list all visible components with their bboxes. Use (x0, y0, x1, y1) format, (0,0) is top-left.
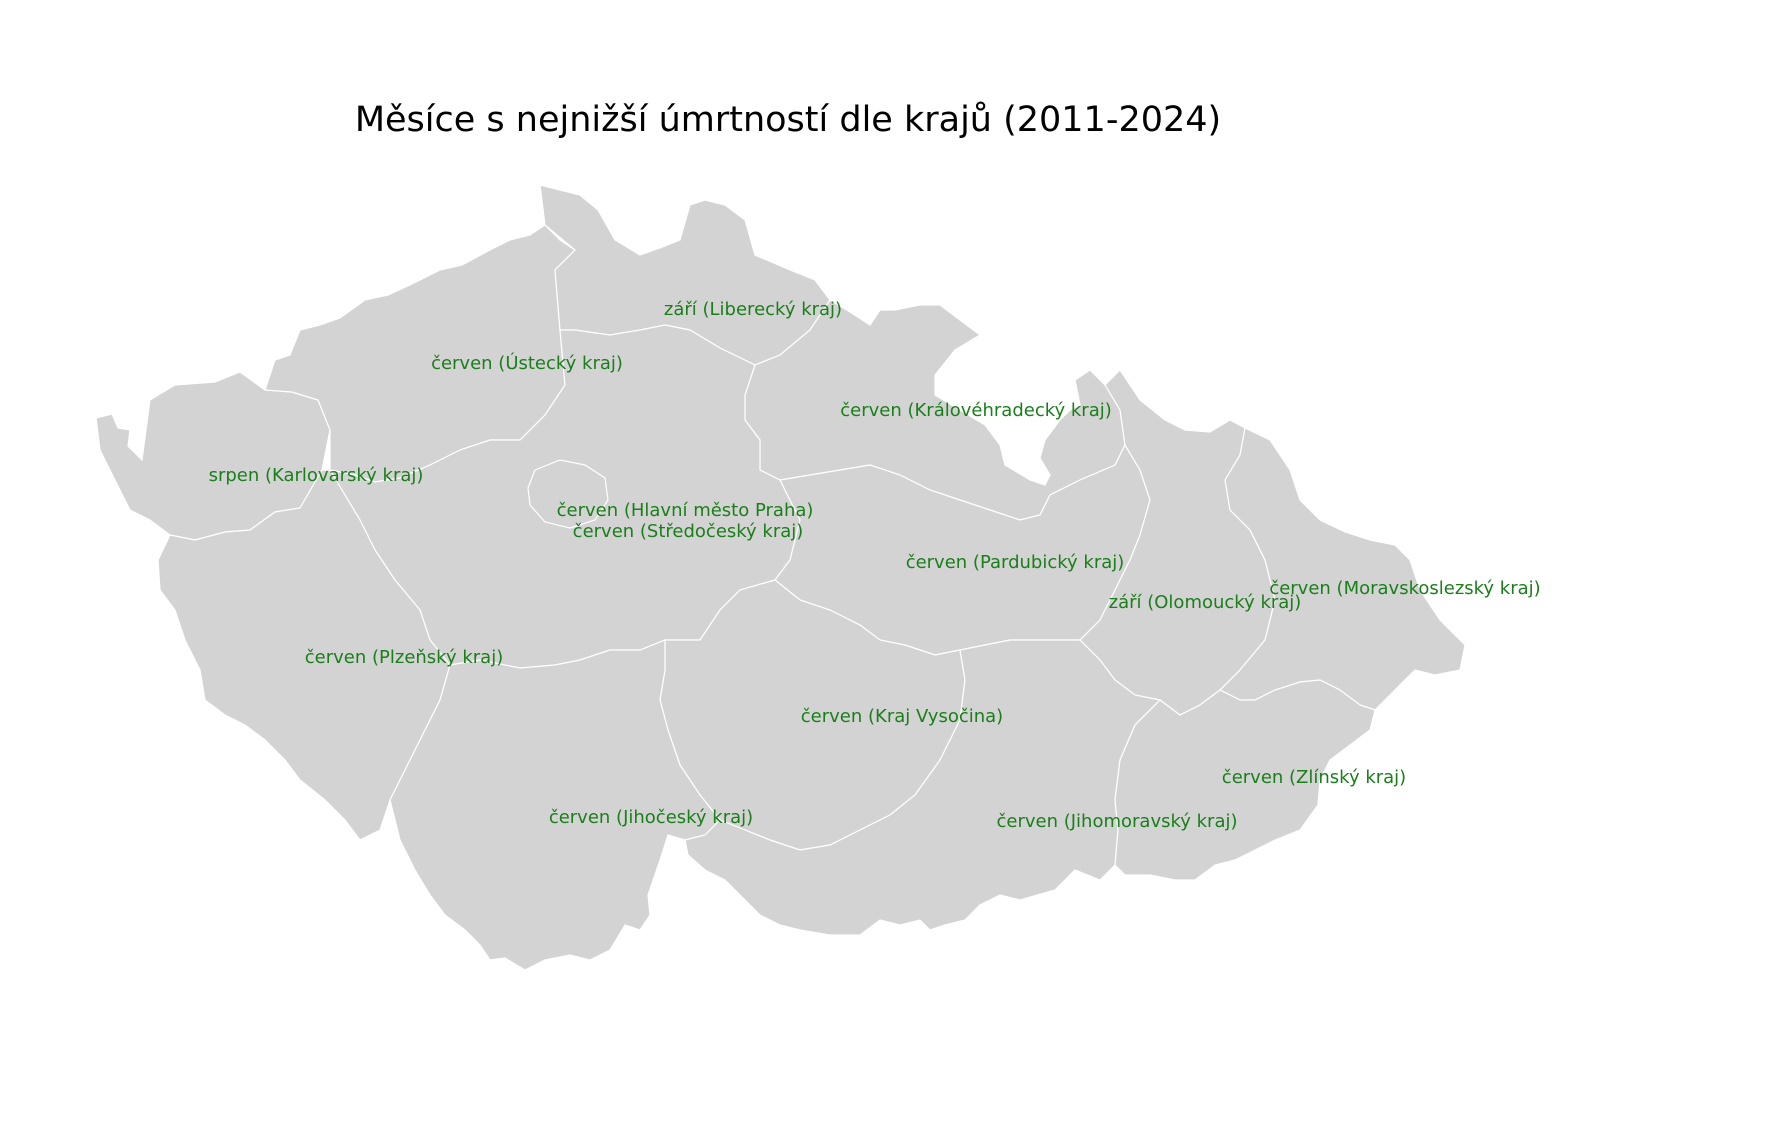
label-karlovarsky: srpen (Karlovarský kraj) (209, 465, 424, 486)
label-zlinsky: červen (Zlínský kraj) (1222, 767, 1406, 788)
labels-layer: srpen (Karlovarský kraj) červen (Ústecký… (209, 299, 1541, 832)
label-praha: červen (Hlavní město Praha) (557, 500, 814, 521)
label-olomoucky: září (Olomoucký kraj) (1109, 592, 1302, 613)
regions-layer (95, 184, 1466, 971)
region-zlinsky[interactable] (1114, 679, 1376, 881)
label-jihomoravsky: červen (Jihomoravský kraj) (996, 811, 1237, 832)
region-jihocesky[interactable] (389, 639, 721, 971)
label-stredocesky: červen (Středočeský kraj) (573, 521, 804, 542)
label-vysocina: červen (Kraj Vysočina) (801, 706, 1003, 727)
map-title: Měsíce s nejnižší úmrtností dle krajů (2… (354, 100, 1222, 140)
label-kralovehradecky: červen (Královéhradecký kraj) (840, 400, 1112, 421)
label-jihocesky: červen (Jihočeský kraj) (549, 807, 753, 828)
label-ustecky: červen (Ústecký kraj) (431, 352, 623, 374)
region-praha[interactable] (527, 459, 609, 529)
label-moravskoslezsky: červen (Moravskoslezský kraj) (1269, 578, 1540, 599)
label-liberecky: září (Liberecký kraj) (664, 299, 842, 320)
label-plzensky: červen (Plzeňský kraj) (305, 647, 503, 668)
label-pardubicky: červen (Pardubický kraj) (906, 552, 1125, 573)
